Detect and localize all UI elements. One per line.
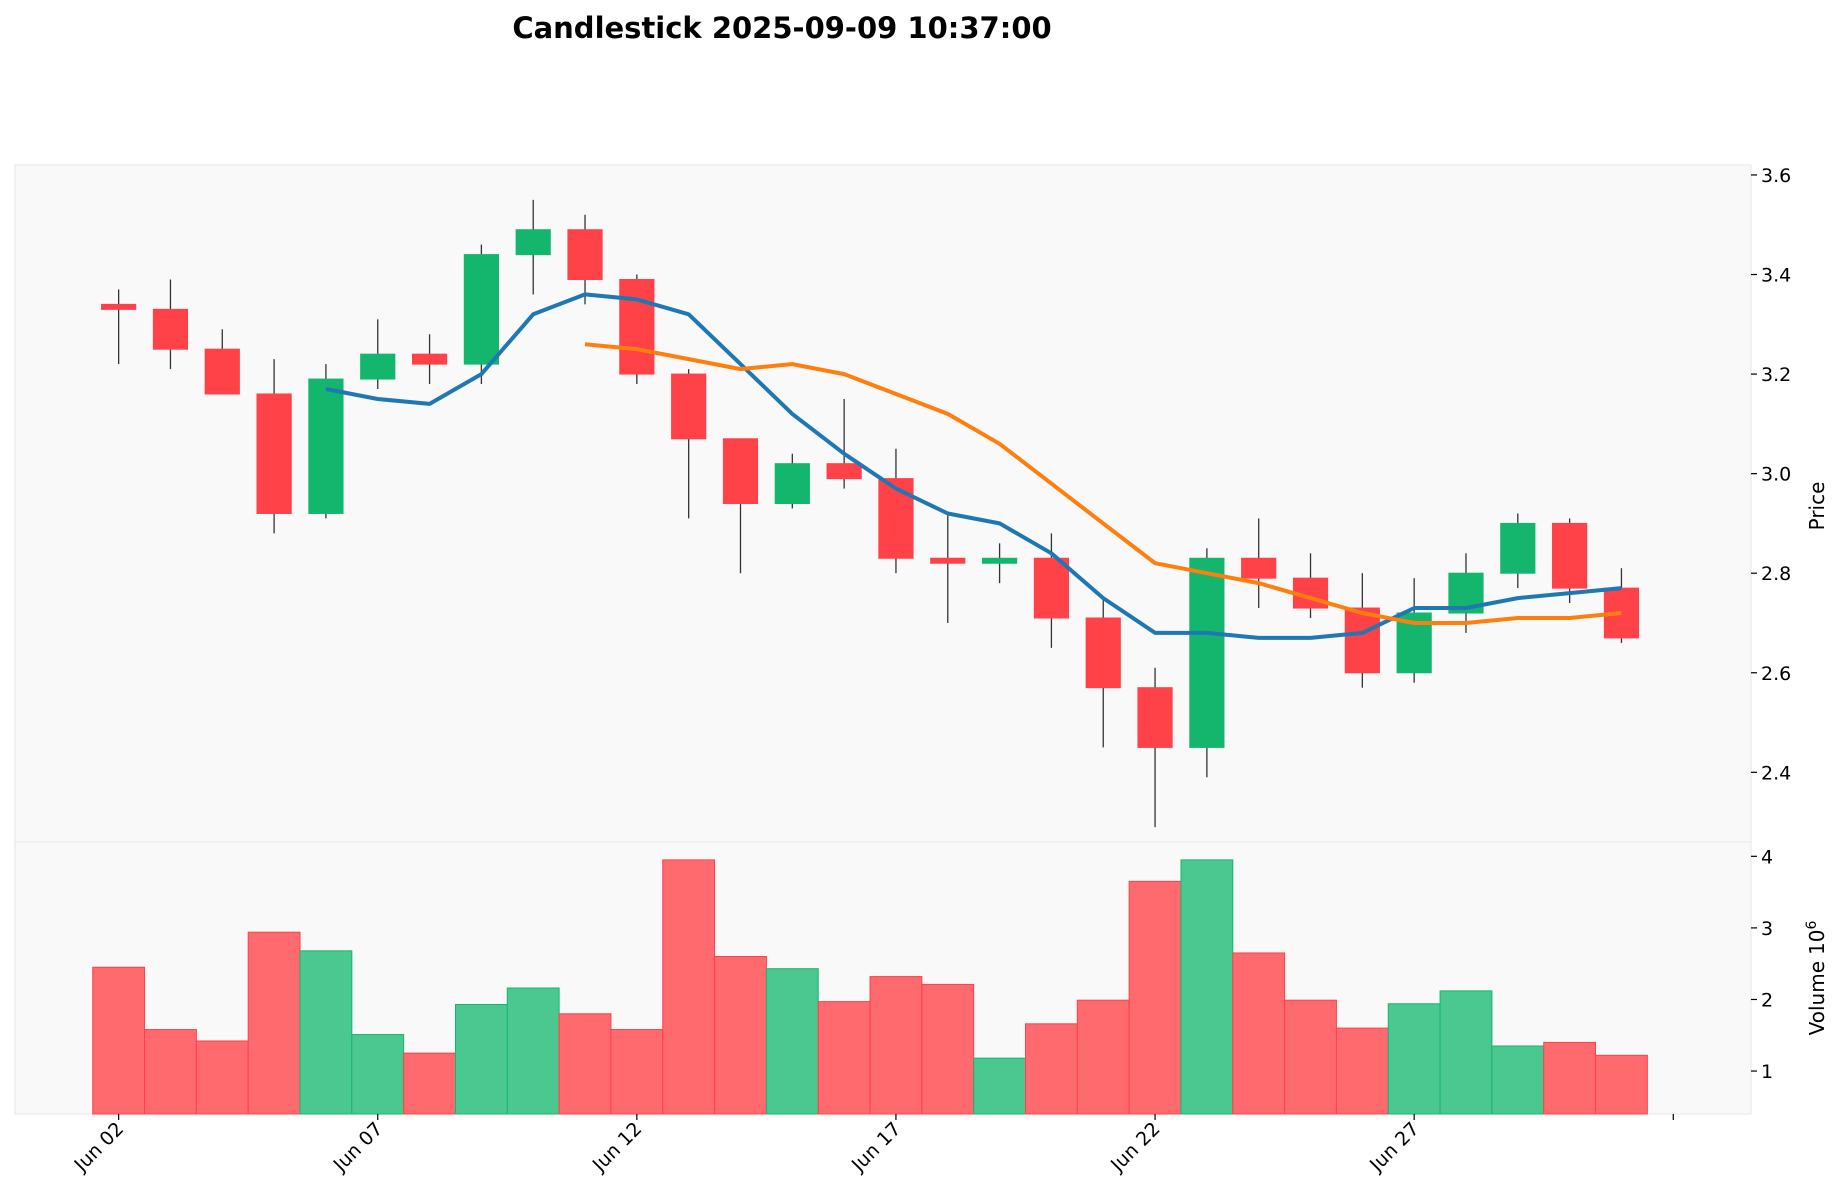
volume-bar xyxy=(506,987,560,1115)
volume-axis-exponent-base: 10 xyxy=(1805,930,1829,955)
candle-body xyxy=(1189,557,1225,748)
candle-body xyxy=(619,278,655,375)
candle-body xyxy=(411,353,448,365)
volume-axis-label-text: Volume xyxy=(1805,961,1829,1035)
volume-bar xyxy=(1439,990,1493,1115)
candle-body xyxy=(1085,617,1121,689)
volume-bar xyxy=(817,1001,871,1115)
price-tick-label: 2.6 xyxy=(1761,663,1791,685)
price-tick-label: 3.4 xyxy=(1761,265,1791,287)
price-tick-label: 3.0 xyxy=(1761,464,1791,486)
price-axis: 2.4 2.6 2.8 3.0 3.2 3.4 3.6 xyxy=(1751,165,1791,784)
candle-body xyxy=(1500,522,1536,574)
chart-title: Candlestick 2025-09-09 10:37:00 xyxy=(512,11,1051,45)
x-tick-label: Jun 07 xyxy=(329,1118,388,1177)
volume-bar xyxy=(195,1040,249,1115)
candles xyxy=(101,199,1640,828)
candle-body xyxy=(101,303,137,310)
volume-bar xyxy=(1232,952,1286,1115)
volume-bar xyxy=(1543,1041,1597,1115)
x-tick-label: Jun 22 xyxy=(1106,1118,1165,1177)
volume-bar xyxy=(610,1029,664,1115)
candle-body xyxy=(826,463,862,480)
price-tick-label: 3.6 xyxy=(1761,165,1791,187)
volume-bar xyxy=(299,950,353,1115)
volume-tick-label: 2 xyxy=(1761,989,1773,1011)
candle-body xyxy=(308,378,344,514)
candle-body xyxy=(204,348,240,395)
volume-bar xyxy=(1335,1027,1389,1115)
volume-bar xyxy=(1180,859,1234,1115)
candle-body xyxy=(515,229,551,256)
volume-bar xyxy=(869,976,923,1115)
candle-body xyxy=(1137,687,1173,748)
volume-axis-label: Volume 106 xyxy=(1804,921,1829,1036)
volume-bars xyxy=(92,859,1648,1115)
candle-body xyxy=(360,353,396,380)
x-tick-label: Jun 12 xyxy=(588,1118,647,1177)
moving-average-line xyxy=(584,342,1622,625)
volume-bar xyxy=(1595,1054,1648,1115)
volume-bar xyxy=(1284,999,1337,1115)
candle-body xyxy=(981,557,1018,564)
candle-body xyxy=(1033,557,1070,619)
price-tick-label: 2.4 xyxy=(1761,762,1791,784)
volume-bar xyxy=(351,1034,405,1115)
volume-bar xyxy=(403,1052,456,1115)
volume-bar xyxy=(973,1057,1027,1115)
price-axis-label: Price xyxy=(1805,482,1829,531)
volume-axis-exponent-power: 6 xyxy=(1804,921,1820,930)
candle-body xyxy=(463,254,499,365)
moving-average-lines xyxy=(325,292,1622,640)
volume-bar xyxy=(1076,999,1130,1115)
volume-tick-label: 3 xyxy=(1761,918,1773,940)
candle-body xyxy=(671,373,707,440)
x-tick-label: Jun 17 xyxy=(847,1118,906,1177)
volume-bar xyxy=(662,859,716,1115)
candle-body xyxy=(930,557,966,564)
candle-body xyxy=(774,463,810,505)
candle-body xyxy=(567,229,603,280)
candle-body xyxy=(1344,607,1380,674)
candle-body xyxy=(1241,557,1277,579)
volume-tick-label: 4 xyxy=(1761,846,1773,868)
candle-body xyxy=(152,308,189,350)
volume-bar xyxy=(714,956,767,1115)
volume-bar xyxy=(1128,880,1182,1115)
candle-body xyxy=(1552,522,1588,589)
volume-bar xyxy=(247,931,301,1115)
volume-tick-label: 1 xyxy=(1761,1061,1773,1083)
x-axis: Jun 02 Jun 07 Jun 12 Jun 17 Jun 22 Jun 27 xyxy=(70,1114,1674,1177)
volume-bar xyxy=(1387,1003,1441,1115)
volume-bar xyxy=(1025,1023,1078,1115)
volume-axis: 1 2 3 4 xyxy=(1751,846,1773,1083)
volume-bar xyxy=(558,1013,612,1115)
volume-bar xyxy=(144,1029,197,1115)
price-tick-label: 3.2 xyxy=(1761,364,1791,386)
volume-bar xyxy=(454,1003,508,1115)
x-tick-label: Jun 27 xyxy=(1365,1118,1424,1177)
moving-average-line xyxy=(325,292,1622,640)
candle-body xyxy=(722,438,759,505)
volume-bar xyxy=(1491,1045,1545,1115)
volume-bar xyxy=(765,968,819,1115)
price-tick-label: 2.8 xyxy=(1761,563,1791,585)
volume-bar xyxy=(92,966,146,1115)
x-tick-label: Jun 02 xyxy=(70,1118,129,1177)
candle-body xyxy=(256,393,292,514)
volume-bar xyxy=(921,983,975,1115)
